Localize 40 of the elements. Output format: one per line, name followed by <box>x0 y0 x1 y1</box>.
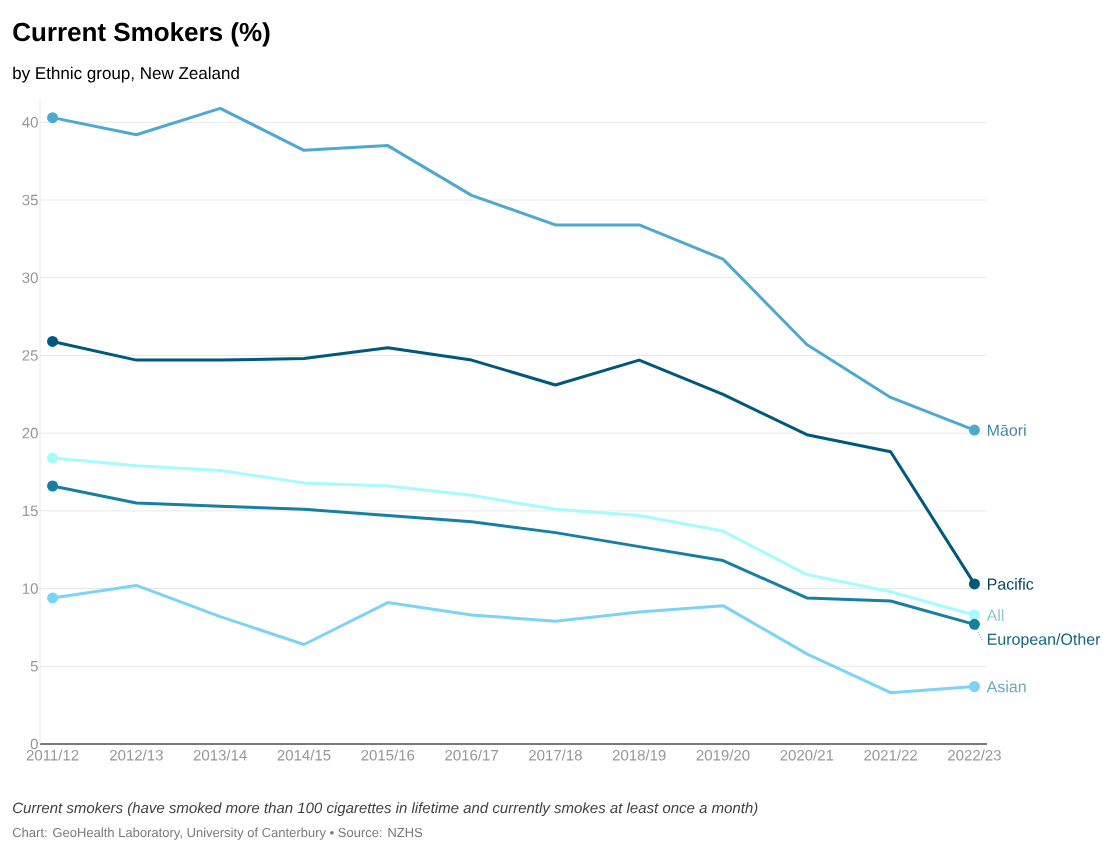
series-label: Asian <box>986 680 1026 693</box>
y-tick-label: 30 <box>22 272 38 284</box>
point <box>968 618 980 630</box>
x-tick-label: 2017/18 <box>529 749 582 761</box>
x-tick-label: 2019/20 <box>696 749 750 761</box>
y-tick-label: 20 <box>22 427 38 439</box>
point <box>47 592 59 604</box>
y-tick-label: 15 <box>22 505 38 517</box>
point <box>47 452 59 464</box>
x-tick-label: 2020/21 <box>780 749 834 761</box>
x-tick-label: 2016/17 <box>445 749 498 761</box>
y-tick-label: 10 <box>22 583 38 594</box>
point <box>968 578 980 590</box>
x-tick-label: 2018/19 <box>612 749 666 761</box>
point <box>968 609 980 621</box>
y-tick-label: 0 <box>30 738 38 750</box>
text: Current smokers (have smoked more than 100 cigarettes in lifetime and currently smokes at least once a month) <box>13 802 758 817</box>
y-tick-label: 35 <box>22 194 38 206</box>
chart-subtitle: by Ethnic group, New Zealand <box>13 66 239 83</box>
y-tick-label: 40 <box>22 116 38 128</box>
x-tick-label: 2013/14 <box>193 749 247 761</box>
series-label: All <box>986 609 1004 621</box>
point <box>47 480 59 492</box>
y-tick-label: 25 <box>22 350 38 361</box>
x-tick-label: 2022/23 <box>948 749 1001 761</box>
point <box>47 112 59 124</box>
x-tick-label: 2012/13 <box>110 749 163 761</box>
point <box>968 680 980 692</box>
x-tick-label: 2011/12 <box>26 749 79 761</box>
point <box>47 335 59 347</box>
x-tick-label: 2021/22 <box>864 749 917 761</box>
point <box>968 424 980 436</box>
x-tick-label: 2014/15 <box>277 749 331 761</box>
text: Chart: GeoHealth Laboratory, University of Canterbury • Source: NZHS <box>12 827 423 840</box>
chart-title: Current Smokers (%) <box>13 22 270 47</box>
series-label: European/Other <box>987 633 1101 649</box>
series-label: Pacific <box>987 578 1034 590</box>
series-label: Māori <box>987 424 1026 436</box>
y-tick-label: 5 <box>30 661 38 672</box>
x-tick-label: 2015/16 <box>361 749 415 761</box>
